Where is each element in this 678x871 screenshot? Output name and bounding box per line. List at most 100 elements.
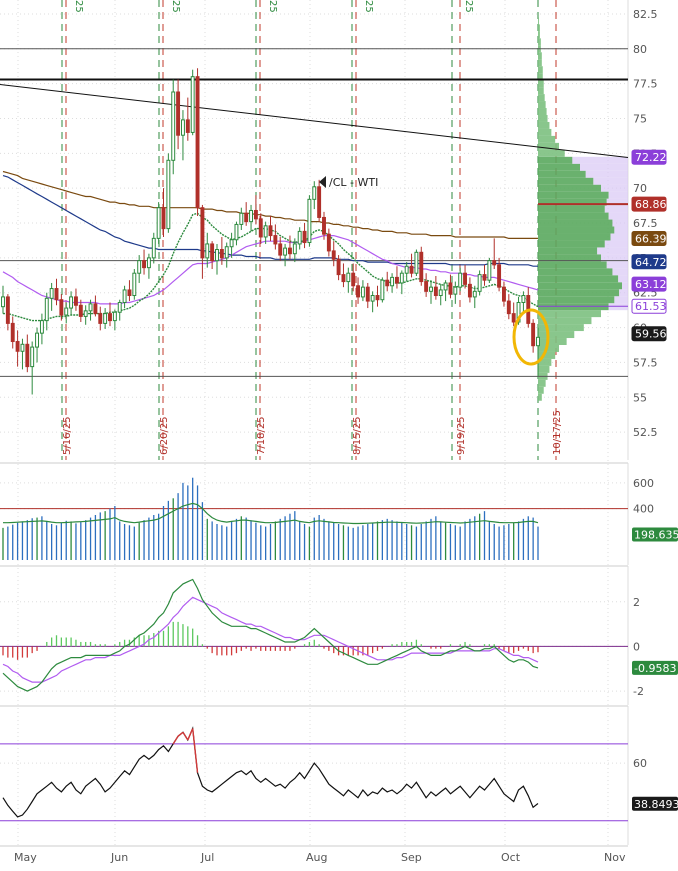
candle-body (117, 301, 122, 313)
candle-body (234, 223, 239, 241)
volume-profile-bar (538, 393, 542, 401)
candle-body (73, 296, 78, 306)
candle-body (132, 272, 137, 297)
volume-profile-bar (538, 317, 592, 325)
candle-body (536, 336, 540, 347)
volume-profile-bar (538, 94, 545, 102)
value-area-fill (604, 240, 628, 248)
candle-body (351, 272, 356, 287)
candle-body (219, 249, 224, 259)
candle-body (49, 288, 54, 299)
volume-profile-bar (538, 73, 543, 81)
candles (1, 68, 540, 395)
candle-body (453, 286, 458, 295)
candle-body (409, 265, 414, 274)
value-area-fill (610, 233, 628, 241)
candle-body (404, 265, 409, 274)
volume-profile-bar (538, 365, 550, 373)
volume-profile-bar (538, 358, 552, 366)
rsi-tick-label: 60 (633, 757, 647, 770)
rsi-overbought-segment (177, 731, 184, 737)
volume-profile-bar (538, 226, 615, 234)
volume-profile-bar (538, 310, 601, 318)
candle-body (195, 76, 200, 209)
candle-body (448, 282, 453, 295)
volume-profile-bar (538, 240, 605, 248)
candle-body (258, 218, 263, 238)
volume-tick-label: 600 (633, 477, 654, 490)
rsi-overbought-segment (172, 735, 179, 745)
candle-body (307, 198, 312, 244)
volume-profile-bar (538, 170, 586, 178)
volume-profile-bar (538, 296, 615, 304)
volume-profile-bar (538, 24, 540, 32)
candle-body (39, 320, 44, 334)
price-tag: 68.86 (631, 196, 667, 212)
candle-body (429, 286, 433, 292)
candle-body (283, 247, 288, 256)
price-tick-label: 67.5 (633, 217, 658, 230)
candle-body (370, 295, 375, 302)
volume-profile-bar (538, 17, 539, 25)
volume-profile (538, 17, 628, 401)
price-tag: 66.39 (631, 231, 667, 247)
symbol-annotation: /CL - WTI (319, 176, 378, 189)
macd-line (2, 578, 539, 692)
candle-body (482, 274, 487, 281)
price-tags: 72.22 68.86 66.39 64.72 63.12 61.53 59.56 (631, 149, 667, 342)
candle-body (297, 230, 302, 245)
candle-body (88, 303, 93, 312)
value-area-fill (622, 282, 628, 290)
candle-body (64, 307, 69, 316)
volume-profile-bar (538, 149, 565, 157)
candle-body (98, 313, 103, 324)
candle-body (253, 209, 258, 220)
candle-body (83, 310, 88, 317)
volume-bars (2, 477, 539, 560)
top-date-fragment: 25 (363, 0, 374, 13)
candle-body (414, 251, 419, 274)
price-tick-label: 75 (633, 112, 647, 125)
x-axis-labels: May Jun Jul Aug Sep Oct Nov (14, 851, 626, 864)
date-label: 8/15/25 (352, 416, 363, 455)
value-area-fill (601, 184, 628, 192)
volume-profile-bar (538, 275, 619, 283)
candle-body (190, 76, 195, 133)
value-area-fill (606, 261, 628, 269)
value-area-fill (601, 254, 628, 262)
x-tick-label: Jul (200, 851, 214, 864)
price-tag-label: 59.56 (635, 328, 667, 341)
ma-purple-line (2, 235, 539, 305)
candle-body (20, 343, 25, 352)
price-tag-bg (631, 276, 667, 292)
rsi-latest-label: 38.8493 (634, 798, 678, 811)
candle-body (146, 257, 151, 269)
macd-tick-label: -2 (633, 685, 644, 698)
candle-body (35, 332, 40, 348)
volume-profile-bar (538, 386, 544, 394)
price-tag-label: 63.12 (635, 278, 667, 291)
macd-tick-label: 2 (633, 596, 640, 609)
volume-profile-bar (538, 338, 567, 345)
volume-profile-bar (538, 247, 598, 255)
x-tick-label: Jun (110, 851, 128, 864)
value-area-fill (619, 289, 628, 297)
volume-profile-bar (538, 80, 544, 88)
candle-body (180, 119, 185, 136)
volume-profile-bar (538, 289, 620, 297)
price-tick-label: 82.5 (633, 8, 658, 21)
candle-body (506, 300, 511, 315)
date-label: 6/20/25 (159, 416, 170, 455)
ma-blue-line (2, 175, 538, 267)
rsi-overbought-segment (191, 728, 199, 773)
candle-body (103, 313, 108, 324)
horizontal-levels (0, 48, 629, 377)
candle-body (322, 216, 326, 235)
top-date-fragment: 25 (170, 0, 181, 13)
candle-body (380, 279, 385, 301)
candle-body (10, 322, 15, 343)
candle-body (249, 209, 254, 223)
volume-profile-bar (538, 233, 611, 241)
volume-profile-bar (538, 101, 546, 109)
candle-body (312, 186, 317, 200)
